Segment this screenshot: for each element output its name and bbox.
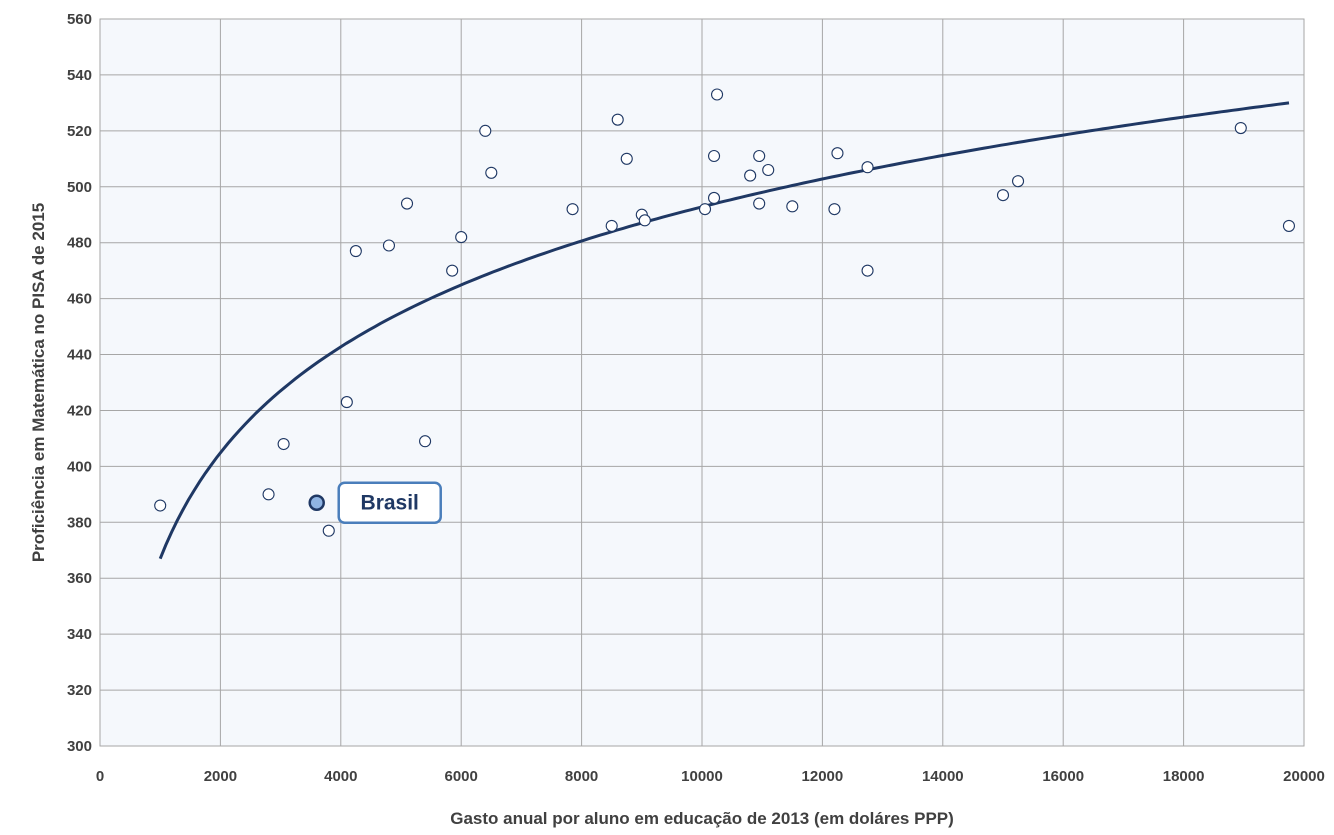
data-point bbox=[277, 437, 290, 451]
data-point bbox=[479, 124, 492, 137]
data-point bbox=[710, 88, 724, 101]
data-point bbox=[485, 166, 498, 179]
y-axis-title: Proficiência em Matemática no PISA de 20… bbox=[29, 203, 48, 562]
data-point bbox=[419, 435, 432, 448]
y-tick-label: 400 bbox=[67, 458, 92, 475]
data-point bbox=[786, 200, 799, 213]
y-tick-label: 420 bbox=[67, 402, 92, 419]
horizontal-gridlines bbox=[100, 18, 1304, 747]
data-point bbox=[762, 163, 775, 177]
data-point bbox=[446, 264, 459, 277]
data-point bbox=[861, 161, 874, 174]
data-point bbox=[831, 147, 844, 160]
x-tick-label: 20000 bbox=[1283, 768, 1325, 785]
trend-line bbox=[158, 101, 1290, 560]
x-tick-label: 2000 bbox=[204, 768, 237, 785]
data-point bbox=[996, 189, 1010, 202]
y-tick-label: 380 bbox=[67, 514, 92, 531]
x-tick-label: 10000 bbox=[681, 768, 723, 785]
y-tick-label: 340 bbox=[67, 626, 92, 643]
data-point bbox=[611, 113, 624, 126]
data-point bbox=[455, 231, 468, 244]
x-tick-label: 14000 bbox=[922, 768, 964, 785]
callout-box bbox=[337, 481, 442, 524]
x-tick-label: 12000 bbox=[802, 768, 844, 785]
data-point bbox=[707, 149, 721, 163]
x-axis-title: Gasto anual por aluno em educação de 201… bbox=[450, 809, 954, 828]
y-tick-label: 440 bbox=[67, 347, 92, 364]
data-point bbox=[154, 499, 167, 512]
data-point bbox=[262, 488, 275, 501]
data-point bbox=[620, 152, 633, 165]
y-tick-label: 560 bbox=[67, 11, 92, 28]
data-point bbox=[322, 524, 335, 537]
data-point bbox=[753, 149, 766, 163]
y-tick-label: 480 bbox=[67, 235, 92, 252]
y-tick-label: 320 bbox=[67, 682, 92, 699]
vertical-gridlines bbox=[99, 19, 1305, 746]
y-axis-tick-labels: 300 320 340 360 380 400 420 440 460 480 500 520 540 5… bbox=[67, 11, 92, 755]
x-axis-tick-labels: 0 2000 4000 6000 8000 10000 12000 14000 16000 180… bbox=[96, 768, 1325, 785]
y-tick-label: 300 bbox=[67, 738, 92, 755]
x-tick-label: 18000 bbox=[1163, 768, 1205, 785]
data-point bbox=[605, 219, 618, 232]
y-tick-label: 540 bbox=[67, 67, 92, 84]
data-point bbox=[698, 203, 712, 216]
data-point bbox=[382, 239, 396, 252]
x-tick-label: 4000 bbox=[324, 768, 357, 785]
y-tick-label: 500 bbox=[67, 179, 92, 196]
data-point bbox=[707, 191, 721, 205]
x-tick-label: 0 bbox=[96, 768, 104, 785]
y-tick-label: 520 bbox=[67, 123, 92, 140]
data-point bbox=[744, 169, 757, 182]
callout-label: Brasil bbox=[361, 492, 419, 515]
data-point bbox=[828, 203, 841, 216]
data-point bbox=[566, 203, 579, 216]
brasil-point bbox=[308, 494, 325, 511]
x-tick-label: 6000 bbox=[445, 768, 478, 785]
data-point bbox=[1234, 122, 1247, 135]
data-point bbox=[1282, 219, 1295, 232]
x-tick-label: 16000 bbox=[1042, 768, 1084, 785]
brasil-callout: Brasil bbox=[337, 481, 442, 524]
data-point bbox=[861, 264, 874, 277]
data-point bbox=[349, 245, 362, 258]
data-point bbox=[638, 214, 651, 227]
data-point bbox=[753, 197, 766, 210]
data-point bbox=[400, 197, 414, 210]
data-point bbox=[1011, 175, 1025, 188]
y-tick-label: 460 bbox=[67, 291, 92, 308]
data-points bbox=[154, 88, 1295, 537]
data-point bbox=[340, 396, 353, 409]
y-tick-label: 360 bbox=[67, 570, 92, 587]
x-tick-label: 8000 bbox=[565, 768, 598, 785]
